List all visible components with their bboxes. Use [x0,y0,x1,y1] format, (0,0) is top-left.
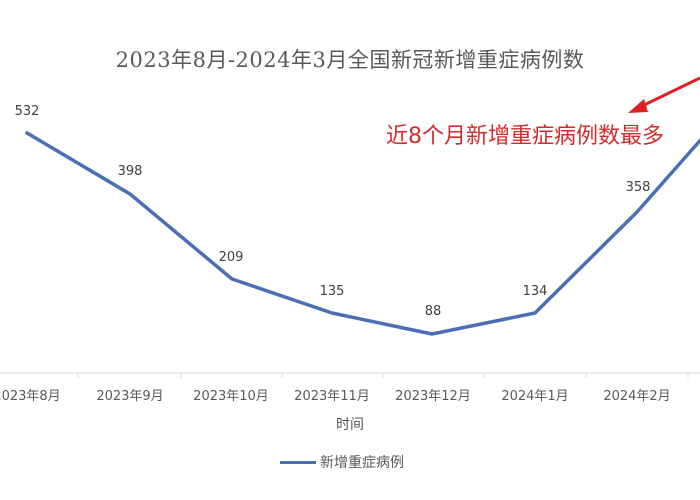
annotation-text: 近8个月新增重症病例数最多 [386,124,664,149]
x-axis-title: 时间 [336,417,364,433]
data-label: 209 [218,250,244,265]
data-label: 398 [117,164,143,179]
x-tick-label: 2024年2月 [603,389,671,404]
legend-line-swatch [280,460,316,464]
chart-title: 2023年8月-2024年3月全国新冠新增重症病例数 [115,48,585,72]
series-line-new-severe-cases [25,131,700,336]
data-label: 135 [319,284,345,299]
x-tick-label: 2023年8月 [0,389,61,404]
legend-label: 新增重症病例 [320,455,404,471]
x-tick-label: 2023年10月 [193,389,269,404]
data-label: 88 [424,304,442,319]
x-axis-ticks [77,373,689,378]
x-tick-label: 2023年12月 [395,389,471,404]
legend: 新增重症病例 [280,452,404,472]
data-label: 358 [625,180,651,195]
data-label: 532 [14,104,40,119]
annotation-arrow-icon [628,76,700,113]
data-label: 134 [522,284,548,299]
x-tick-label: 2023年11月 [294,389,370,404]
x-tick-label: 2024年1月 [501,389,569,404]
x-tick-label: 2023年9月 [96,389,164,404]
